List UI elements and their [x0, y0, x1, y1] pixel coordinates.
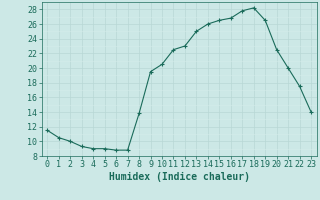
X-axis label: Humidex (Indice chaleur): Humidex (Indice chaleur) — [109, 172, 250, 182]
